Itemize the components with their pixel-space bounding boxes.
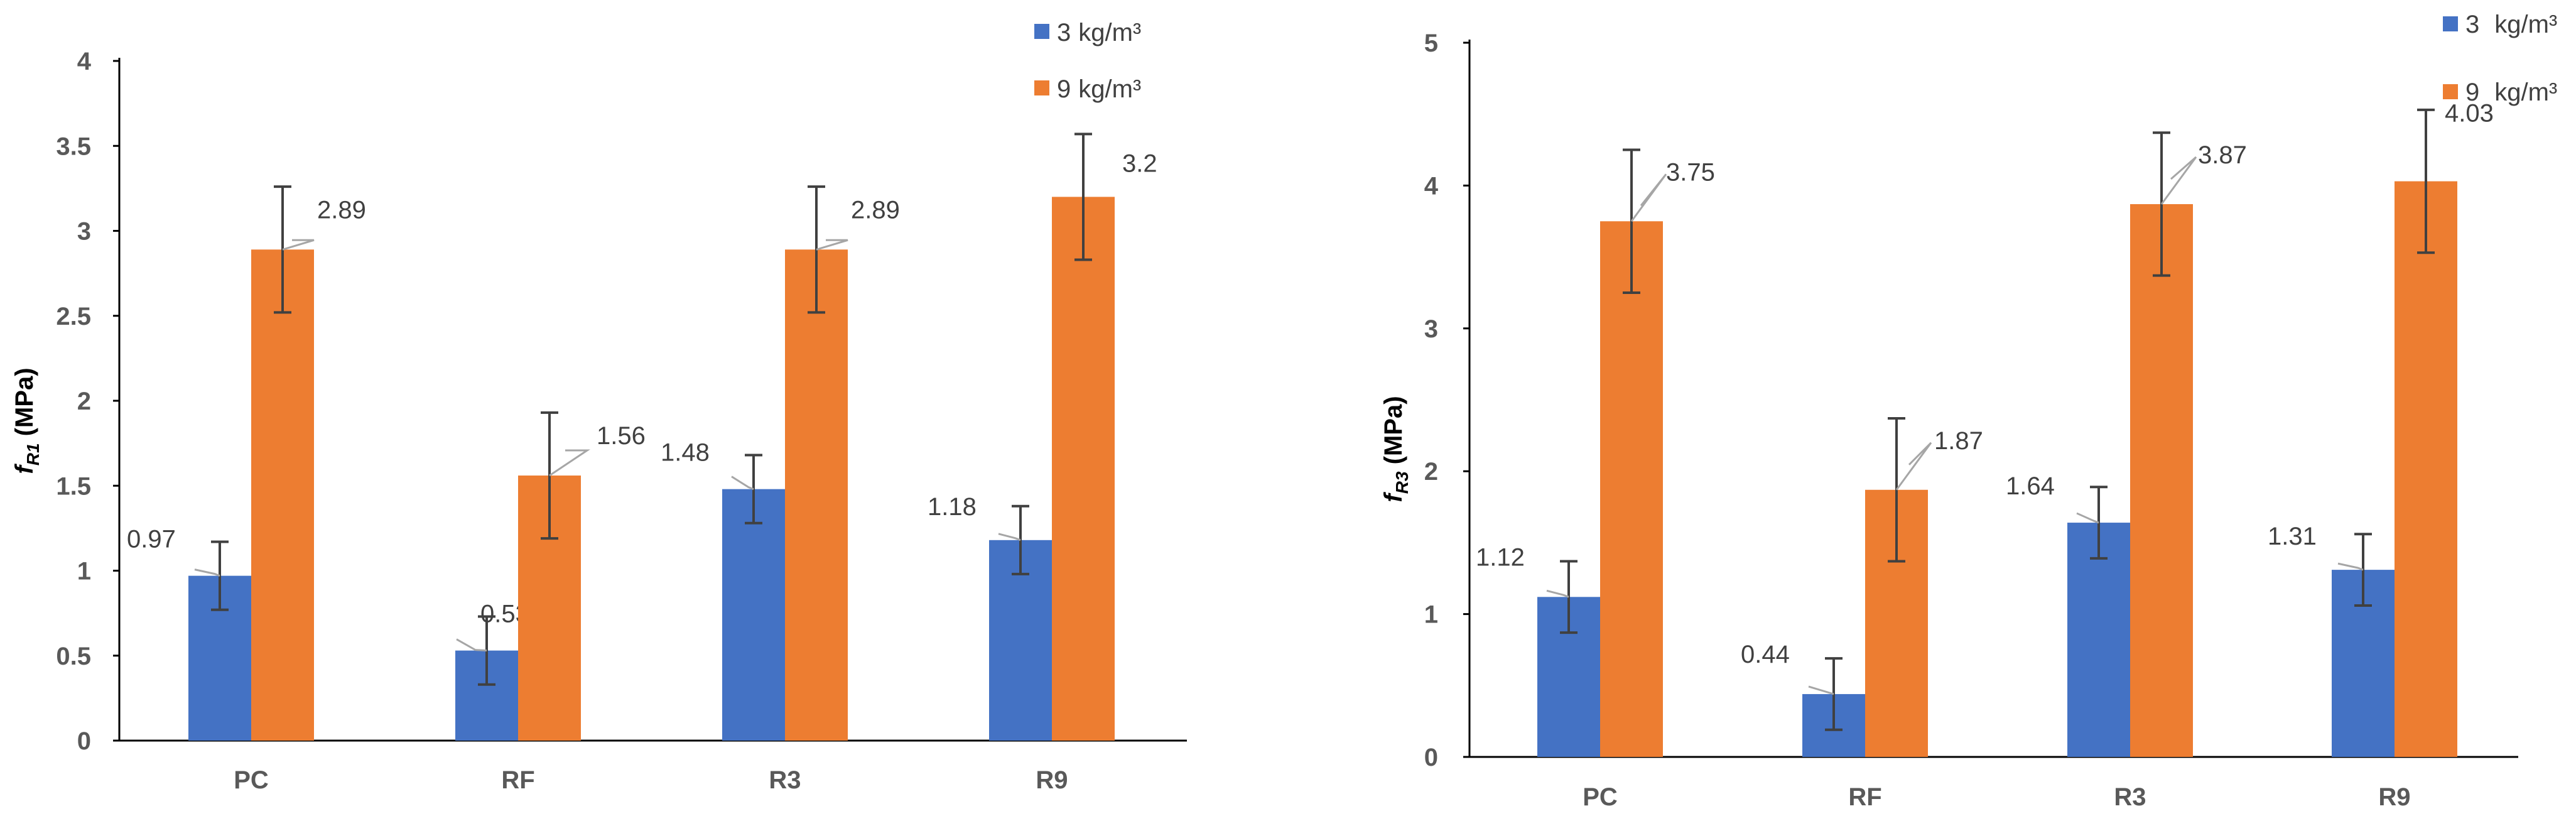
data-label: 0.97 <box>127 526 176 553</box>
data-label: 1.18 <box>928 493 977 521</box>
x-category-label: RF <box>501 766 534 794</box>
y-axis-label: fR1 (MPa) <box>11 367 43 474</box>
data-label-leader <box>816 239 848 251</box>
y-tick-label: 3 <box>77 218 91 246</box>
legend-label-series-1: 3 kg/m³ <box>1057 19 1141 46</box>
y-tick-label: 4 <box>77 48 92 75</box>
legend: 3 kg/m³ 9 kg/m³ <box>2443 11 2557 106</box>
bar <box>722 489 785 741</box>
y-tick-label: 2 <box>1424 458 1438 486</box>
data-label: 1.64 <box>2006 472 2055 500</box>
bar <box>1052 197 1115 741</box>
legend-series-1-unit: kg/m³ <box>1078 19 1141 46</box>
legend-swatch-series-1 <box>1034 24 1049 39</box>
y-tick-label: 1 <box>77 558 91 585</box>
data-label: 3.87 <box>2198 141 2247 169</box>
data-label: 2.89 <box>317 196 366 224</box>
y-tick-label: 0 <box>1424 744 1438 771</box>
data-label-leader <box>731 476 754 491</box>
bar <box>785 249 848 741</box>
legend: 3 kg/m³ 9 kg/m³ <box>1034 19 1141 103</box>
y-axis-label-unit: (MPa) <box>1380 396 1407 471</box>
y-tick-label: 2.5 <box>56 303 91 330</box>
x-category-label: RF <box>1848 783 1881 811</box>
data-label-leader <box>2160 156 2197 205</box>
data-label: 1.87 <box>1934 427 1983 455</box>
data-label-leader <box>456 638 487 652</box>
y-tick-label: 2 <box>77 388 91 415</box>
data-label: 3.2 <box>1122 150 1157 177</box>
legend-series-2-name: 9 <box>2465 79 2479 106</box>
data-label-leader <box>549 449 590 477</box>
x-category-label: PC <box>1583 783 1618 811</box>
legend-label-series-1: 3 kg/m³ <box>2465 11 2557 38</box>
x-category-label: PC <box>234 766 269 794</box>
data-label-leader <box>2076 512 2099 524</box>
data-label-leader <box>998 533 1021 541</box>
x-category-label: R9 <box>2378 783 2410 811</box>
error-bar <box>745 454 762 525</box>
legend-swatch-series-2 <box>1034 80 1049 95</box>
data-label: 2.89 <box>851 196 900 224</box>
data-label-leader <box>2337 562 2364 571</box>
y-tick-label: 4 <box>1424 172 1439 200</box>
chart-fr1: fR1 (MPa) 3 kg/m³ 9 kg/m³ 00.511.522.533.5… <box>11 19 1187 794</box>
y-axis-label-sub: R1 <box>23 443 43 465</box>
legend-series-2-unit: kg/m³ <box>2494 79 2557 106</box>
legend-series-1-unit: kg/m³ <box>2494 11 2557 38</box>
y-tick-label: 0 <box>77 727 91 755</box>
y-tick-label: 0.5 <box>56 643 91 670</box>
data-label-leader <box>1895 442 1932 491</box>
y-tick-label: 1.5 <box>56 472 91 500</box>
y-axis-label-var: f <box>1380 492 1407 503</box>
legend-series-1-name: 3 <box>2465 11 2479 38</box>
legend-series-2-name: 9 <box>1057 75 1071 103</box>
data-label-leader <box>1808 685 1834 695</box>
y-axis-label-unit: (MPa) <box>11 367 38 443</box>
error-bar <box>2417 108 2435 254</box>
bar <box>2067 523 2130 757</box>
y-axis-label-var: f <box>11 464 38 474</box>
data-label-leader <box>194 568 220 577</box>
data-label: 1.31 <box>2268 523 2317 550</box>
bar <box>2395 181 2457 757</box>
error-bar <box>1074 133 1092 261</box>
x-category-label: R3 <box>769 766 801 794</box>
y-axis-label-sub: R3 <box>1392 471 1412 494</box>
y-tick-label: 1 <box>1424 601 1438 629</box>
legend-swatch-series-1 <box>2443 16 2458 31</box>
y-tick-label: 3.5 <box>56 133 91 160</box>
data-label-leader <box>1630 173 1667 222</box>
y-tick-label: 5 <box>1424 30 1438 57</box>
x-category-label: R9 <box>1036 766 1068 794</box>
legend-series-1-name: 3 <box>1057 19 1071 46</box>
data-label: 4.03 <box>2445 100 2494 128</box>
bar <box>2130 204 2193 757</box>
y-tick-label: 3 <box>1424 315 1438 343</box>
data-label: 3.75 <box>1666 158 1715 186</box>
legend-label-series-2: 9 kg/m³ <box>1057 75 1141 103</box>
bar <box>1600 221 1663 757</box>
data-label-leader <box>1546 589 1569 598</box>
legend-swatch-series-2 <box>2443 84 2458 99</box>
y-axis-label: fR3 (MPa) <box>1380 396 1412 502</box>
bar <box>251 249 314 741</box>
data-label: 0.44 <box>1741 641 1790 668</box>
x-category-label: R3 <box>2114 783 2146 811</box>
data-label: 1.48 <box>661 439 710 467</box>
data-label: 1.56 <box>597 422 646 450</box>
data-label-leader <box>282 239 315 251</box>
data-label: 1.12 <box>1476 543 1525 571</box>
legend-series-2-unit: kg/m³ <box>1078 75 1141 103</box>
legend-label-series-2: 9 kg/m³ <box>2465 79 2557 106</box>
